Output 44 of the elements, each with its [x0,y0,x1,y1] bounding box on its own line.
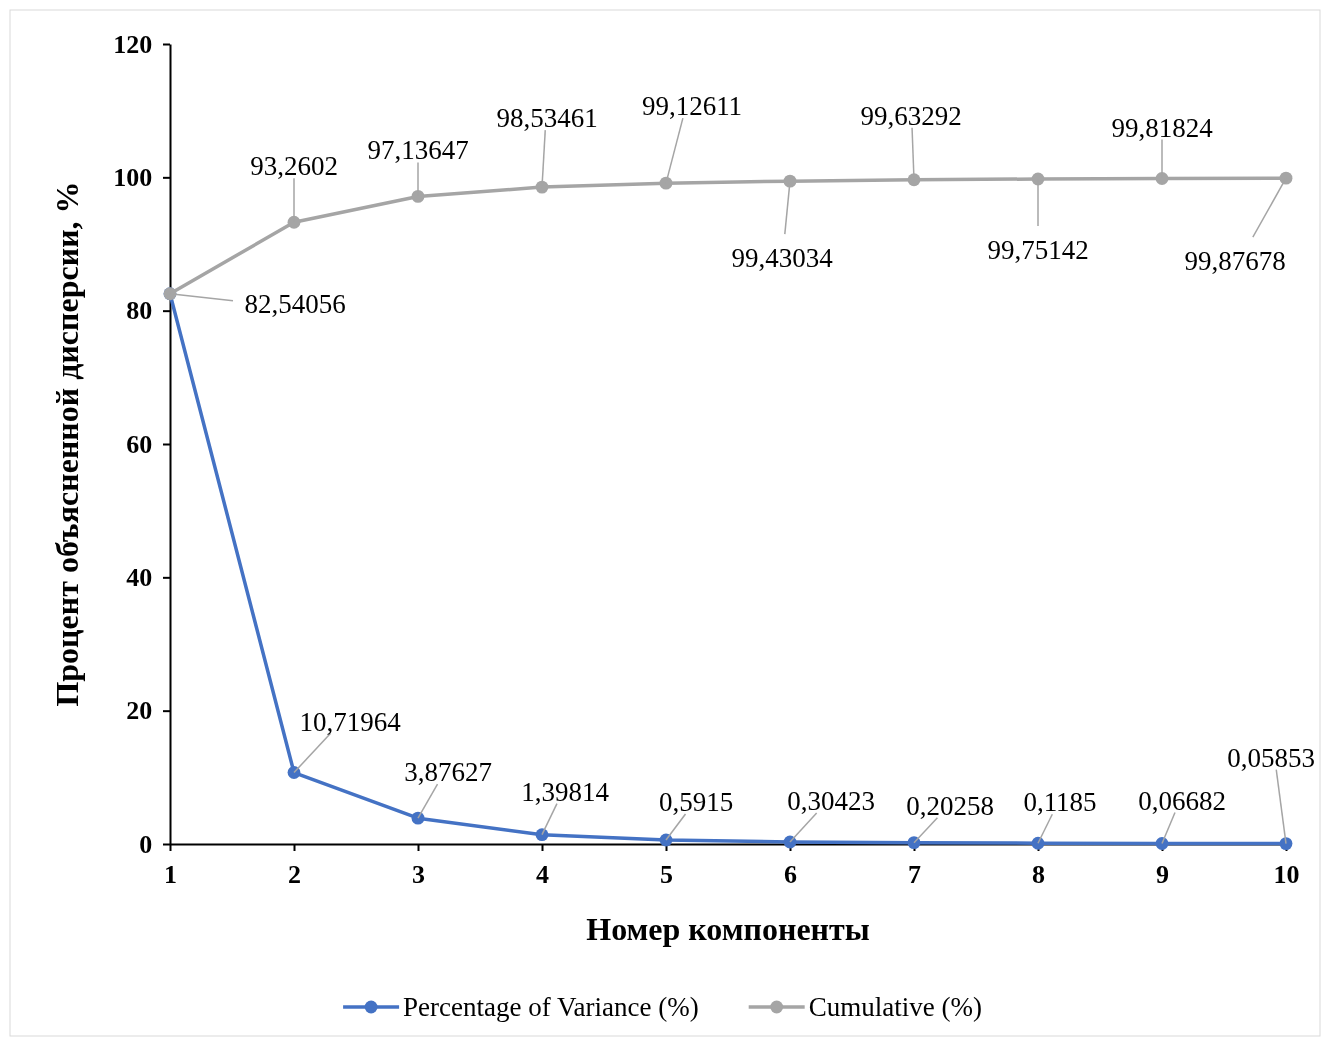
data-label: 99,12611 [641,91,743,122]
x-tick-label: 2 [288,859,301,889]
x-tick-label: 6 [784,859,797,889]
data-label: 99,87678 [1184,246,1286,277]
y-tick-label: 20 [126,696,153,726]
point [535,828,549,842]
point [907,836,921,850]
data-label: 0,1185 [1023,787,1097,818]
x-tick-label: 7 [908,859,921,889]
data-label: 98,53461 [496,103,598,134]
data-label: 0,30423 [787,785,875,816]
x-tick-label: 5 [660,859,673,889]
x-axis-title: Номер компоненты [586,911,870,947]
x-tick-label: 1 [164,859,177,889]
point [287,766,301,779]
data-label: 99,63292 [860,100,962,131]
data-label: 99,81824 [1111,112,1214,143]
data-label: 99,43034 [731,243,834,274]
x-tick-label: 8 [1032,859,1045,889]
data-label: 0,06682 [1138,785,1226,816]
data-label: 82,54056 [244,288,346,319]
y-axis-title: Процент объясненной дисперсии, % [49,181,85,707]
legend-label: Cumulative (%) [808,992,982,1022]
data-label: 0,5915 [658,787,734,818]
data-label: 10,71964 [299,706,402,737]
data-label: 99,75142 [987,234,1089,265]
data-label: 1,39814 [521,776,610,807]
data-label: 3,87627 [404,757,492,788]
data-label: 0,05853 [1227,742,1315,773]
data-label: 0,20258 [906,790,994,821]
x-tick-label: 4 [536,859,549,889]
y-tick-label: 40 [126,563,153,593]
y-tick-label: 100 [113,163,153,193]
data-label: 93,2602 [250,151,338,182]
x-tick-label: 3 [412,859,425,889]
point [411,190,425,203]
x-tick-label: 10 [1273,859,1300,889]
y-tick-label: 120 [113,29,153,59]
data-label: 97,13647 [367,135,469,166]
x-tick-label: 9 [1156,859,1169,889]
legend-label: Percentage of Variance (%) [403,992,699,1022]
y-tick-label: 80 [126,296,153,326]
y-tick-label: 60 [126,429,153,459]
y-tick-label: 0 [139,829,153,859]
